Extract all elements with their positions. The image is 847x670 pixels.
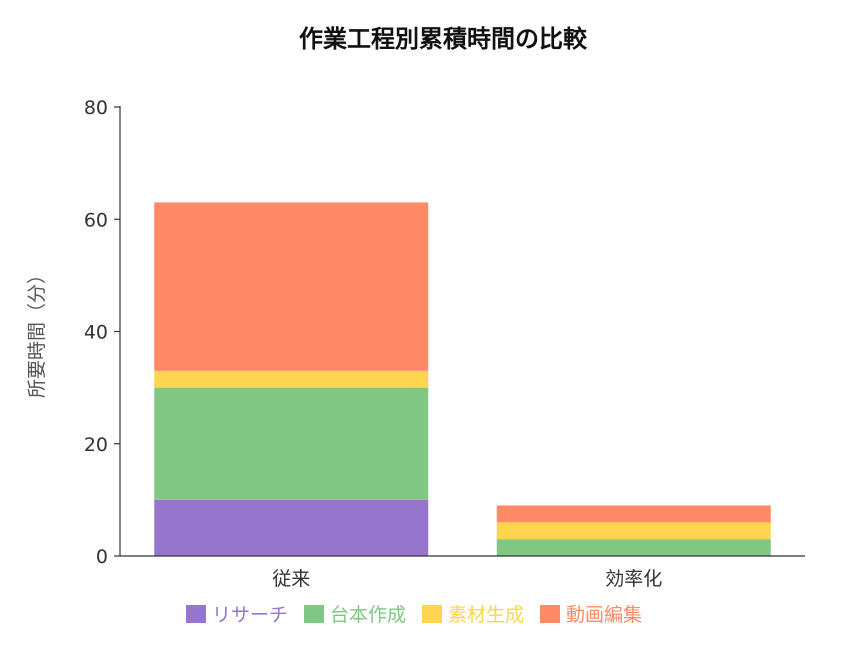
y-axis-label: 所要時間（分） — [26, 265, 48, 398]
bars-group: 従来 効率化 — [154, 202, 771, 590]
y-tick-label: 80 — [84, 97, 108, 119]
legend-swatch — [422, 605, 442, 623]
legend-swatch — [540, 605, 561, 623]
bar-segment-1-4 — [154, 202, 429, 371]
bar-segment-1-2 — [154, 387, 429, 500]
y-tick-label: 0 — [96, 546, 108, 568]
legend-item: リサーチ — [185, 604, 288, 626]
bar-segment-1-3 — [154, 370, 429, 388]
x-tick-label: 従来 — [272, 568, 310, 590]
axes-group: 0 20 40 60 80 — [84, 97, 805, 568]
legend-label: 動画編集 — [566, 604, 642, 626]
chart-title: 作業工程別累積時間の比較 — [299, 25, 588, 53]
legend-label: リサーチ — [212, 604, 288, 626]
y-tick-label: 40 — [84, 322, 108, 344]
legend-item: 素材生成 — [422, 604, 524, 626]
y-tick-label: 20 — [84, 434, 108, 456]
legend-item: 台本作成 — [303, 604, 406, 626]
x-tick-label: 効率化 — [605, 568, 662, 590]
legend: リサーチ 台本作成 素材生成 動画編集 — [185, 604, 642, 626]
legend-label: 台本作成 — [330, 604, 406, 626]
bar-segment-2-4 — [496, 505, 771, 523]
y-tick-label: 60 — [84, 209, 108, 231]
legend-swatch — [303, 605, 324, 623]
bar-segment-2-2 — [496, 539, 771, 556]
bar-segment-2-3 — [496, 522, 771, 540]
legend-item: 動画編集 — [540, 604, 642, 626]
legend-label: 素材生成 — [448, 604, 524, 626]
bar-segment-1-1 — [154, 499, 429, 556]
legend-swatch — [185, 605, 206, 623]
